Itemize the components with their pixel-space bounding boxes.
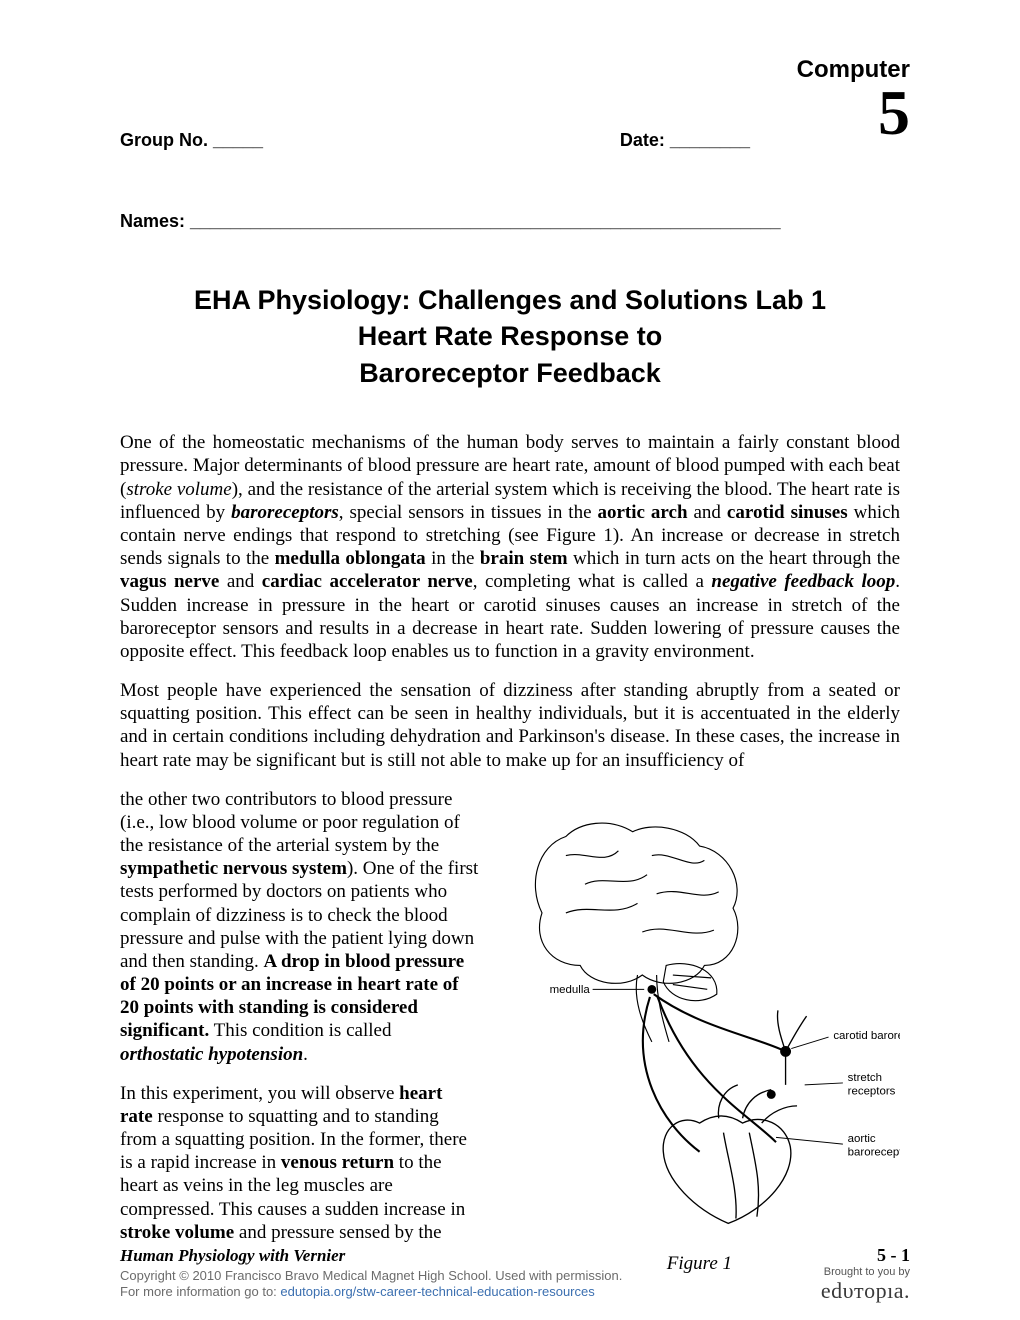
footer-page-number: 5 - 1 bbox=[877, 1245, 910, 1266]
page-footer: Human Physiology with Vernier 5 - 1 Copy… bbox=[120, 1245, 910, 1301]
edutopia-logo: edυᴛopıa. bbox=[821, 1278, 910, 1304]
footer-link: edutopia.org/stw-career-technical-educat… bbox=[280, 1284, 594, 1299]
figure-1-diagram: medulla c bbox=[499, 788, 900, 1248]
page-title: EHA Physiology: Challenges and Solutions… bbox=[120, 282, 900, 391]
computer-number: 5 bbox=[797, 84, 910, 142]
label-aortic-1: aortic bbox=[847, 1133, 875, 1145]
label-stretch-2: receptors bbox=[847, 1085, 895, 1097]
brought-to-you-by: Brought to you by bbox=[821, 1266, 910, 1278]
group-no-label: Group No. _____ bbox=[120, 130, 263, 151]
title-line-3: Baroreceptor Feedback bbox=[120, 355, 900, 391]
label-aortic-2: baroreceptors bbox=[847, 1146, 900, 1158]
label-medulla: medulla bbox=[549, 984, 590, 996]
title-line-2: Heart Rate Response to bbox=[120, 318, 900, 354]
paragraph-3: In this experiment, you will observe hea… bbox=[120, 1082, 479, 1244]
date-label: Date: ________ bbox=[620, 130, 750, 151]
label-stretch-1: stretch bbox=[847, 1072, 881, 1084]
title-line-1: EHA Physiology: Challenges and Solutions… bbox=[120, 282, 900, 318]
paragraph-1: One of the homeostatic mechanisms of the… bbox=[120, 431, 900, 663]
footer-info: For more information go to: edutopia.org… bbox=[120, 1284, 910, 1300]
paragraph-2-lead: Most people have experienced the sensati… bbox=[120, 679, 900, 772]
footer-copyright: Copyright © 2010 Francisco Bravo Medical… bbox=[120, 1268, 910, 1284]
names-label: Names: _________________________________… bbox=[120, 211, 900, 232]
label-carotid: carotid baroreceptors bbox=[833, 1030, 900, 1042]
computer-badge: Computer 5 bbox=[797, 56, 910, 142]
paragraph-2-col: the other two contributors to blood pres… bbox=[120, 788, 479, 1066]
footer-book-title: Human Physiology with Vernier bbox=[120, 1246, 345, 1266]
